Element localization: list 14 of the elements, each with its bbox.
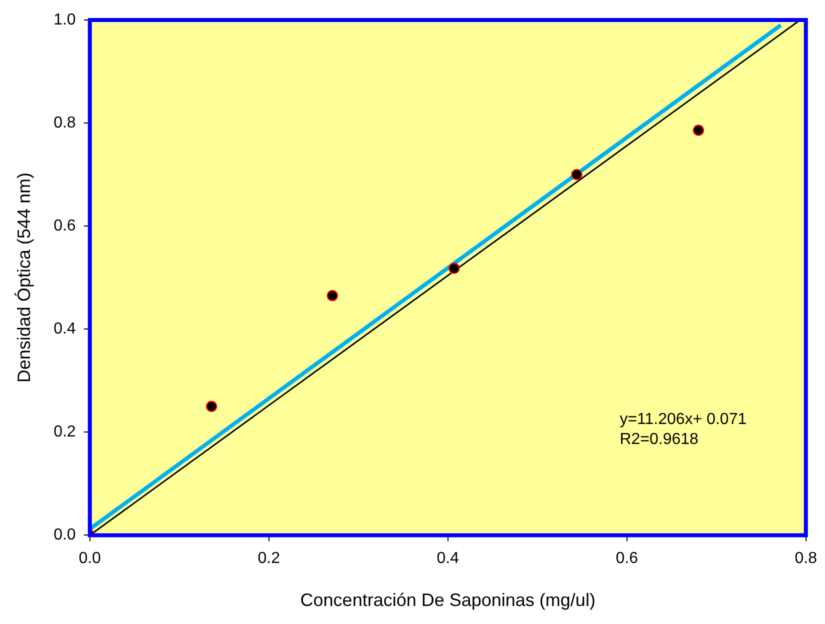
y-tick-label: 0.4 [54, 320, 76, 338]
y-axis-title: Densidad Óptica (544 nm) [14, 172, 34, 383]
x-tick-label: 0.4 [436, 550, 460, 568]
y-tick-label: 1.0 [54, 11, 76, 28]
x-tick-label: 0.2 [258, 550, 280, 568]
y-tick-label: 0.2 [54, 424, 76, 441]
x-tick-label: 0.0 [78, 550, 102, 568]
y-tick-label: 0.6 [54, 217, 76, 234]
x-tick-label: 0.6 [616, 550, 638, 568]
y-tick-label: 0.8 [54, 114, 76, 132]
y-tick-label: 0.0 [54, 526, 76, 544]
x-axis-title: Concentración De Saponinas (mg/ul) [300, 590, 596, 610]
annotation: y=11.206x+ 0.071 R2=0.9618 [620, 410, 747, 448]
x-tick-label: 0.8 [794, 550, 818, 568]
